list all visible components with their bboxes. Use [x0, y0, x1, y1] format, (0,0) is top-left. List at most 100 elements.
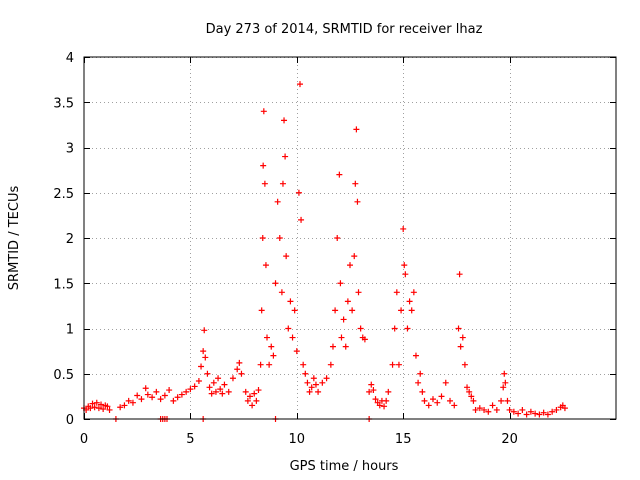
data-point	[410, 289, 417, 296]
data-point	[293, 348, 300, 355]
data-point	[121, 402, 128, 409]
data-point	[174, 394, 181, 401]
data-point	[117, 404, 124, 411]
axis-ticks	[84, 57, 616, 420]
data-point	[225, 388, 232, 395]
data-point	[527, 408, 534, 415]
data-point	[291, 307, 298, 314]
data-point	[434, 399, 441, 406]
data-point	[144, 391, 151, 398]
data-point	[244, 397, 251, 404]
data-point	[355, 289, 362, 296]
x-tick-label: 0	[80, 432, 88, 447]
data-point	[319, 379, 326, 386]
x-tick-labels: 0 5 10 15 20	[80, 432, 518, 447]
y-tick-label: 0.5	[53, 368, 74, 383]
data-point	[347, 262, 353, 269]
data-point	[183, 388, 190, 395]
data-point	[425, 402, 432, 409]
data-point	[412, 352, 419, 359]
x-tick-label: 5	[186, 432, 194, 447]
data-point	[349, 307, 356, 314]
data-point	[393, 289, 400, 296]
data-point	[268, 343, 275, 350]
data-point	[166, 387, 173, 394]
data-point	[251, 390, 258, 397]
data-point	[202, 354, 209, 361]
data-point	[544, 411, 551, 418]
data-point	[353, 126, 360, 133]
data-point	[398, 307, 405, 314]
data-point	[532, 410, 539, 417]
data-point	[370, 387, 377, 394]
data-point	[246, 393, 253, 400]
data-point	[106, 406, 113, 413]
data-point	[289, 334, 296, 341]
grid-lines	[84, 57, 616, 419]
data-point	[429, 396, 436, 403]
data-point	[515, 410, 522, 417]
data-point	[481, 406, 488, 413]
data-point	[315, 388, 322, 395]
data-point	[457, 343, 464, 350]
data-point	[306, 388, 313, 395]
data-point	[549, 408, 556, 415]
data-point	[308, 384, 315, 391]
data-point	[389, 361, 396, 368]
data-point	[468, 393, 475, 400]
data-point	[553, 406, 560, 413]
data-point	[506, 406, 513, 413]
data-point	[296, 81, 303, 88]
data-point	[221, 381, 228, 388]
data-point	[217, 386, 224, 393]
data-point	[376, 402, 383, 409]
data-point	[472, 406, 479, 413]
data-point	[258, 307, 265, 314]
data-point	[466, 388, 473, 395]
data-point	[134, 392, 141, 399]
data-point	[419, 388, 426, 395]
data-point	[215, 375, 222, 382]
x-tick-label: 20	[501, 432, 518, 447]
data-point	[461, 361, 468, 368]
data-point	[234, 366, 241, 373]
data-point	[498, 397, 505, 404]
data-point	[402, 271, 409, 278]
data-point	[242, 388, 249, 395]
data-point	[323, 375, 330, 382]
data-point	[455, 325, 462, 332]
data-point	[125, 397, 132, 404]
data-point	[485, 408, 492, 415]
data-point	[253, 397, 260, 404]
data-point	[510, 408, 517, 415]
data-point	[401, 262, 408, 269]
data-point	[470, 397, 477, 404]
data-point	[89, 400, 96, 407]
data-point	[385, 388, 392, 395]
data-point	[417, 370, 424, 377]
data-point	[489, 402, 496, 409]
chart-title: Day 273 of 2014, SRMTID for receiver lha…	[206, 22, 483, 37]
data-point	[262, 262, 269, 269]
data-point	[261, 180, 268, 187]
data-point	[274, 198, 281, 205]
data-point	[285, 325, 292, 332]
data-point	[332, 307, 339, 314]
data-point	[451, 402, 458, 409]
data-point	[219, 390, 226, 397]
data-point	[260, 162, 267, 169]
data-point	[236, 359, 243, 366]
data-point	[329, 343, 336, 350]
data-point	[238, 370, 245, 377]
data-point	[519, 406, 526, 413]
data-point	[266, 361, 273, 368]
data-point	[536, 411, 543, 418]
data-point	[287, 298, 294, 305]
data-point	[404, 325, 411, 332]
data-point	[208, 390, 215, 397]
data-point	[337, 280, 344, 287]
data-point	[298, 216, 305, 223]
data-point	[459, 334, 466, 341]
data-point	[170, 397, 177, 404]
